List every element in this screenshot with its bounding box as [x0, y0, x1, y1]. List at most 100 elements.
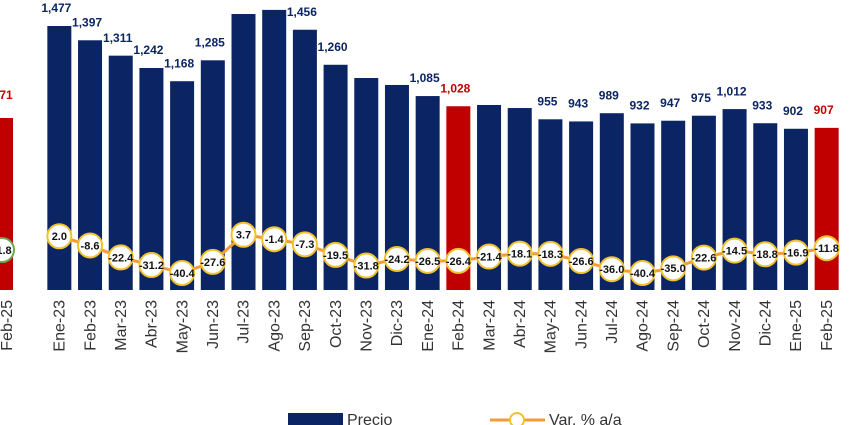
x-tick-label: Oct-24 [696, 300, 713, 348]
x-tick-label: May-24 [543, 300, 560, 353]
bar-value-label: 947 [660, 96, 680, 110]
bar-value-label: 955 [537, 94, 557, 108]
x-tick-label: Ene-24 [420, 300, 437, 352]
line-marker [752, 241, 779, 268]
line-marker [199, 248, 226, 275]
bar-value-label: 1,168 [164, 56, 194, 70]
line-value-label: -21.4 [476, 251, 502, 263]
line-marker [537, 240, 564, 267]
bar [783, 128, 808, 290]
bar-value-label: 1,260 [318, 40, 348, 54]
x-tick-label: Jul-24 [604, 300, 621, 344]
line-marker [353, 252, 380, 279]
line-value-label: -8.6 [81, 240, 100, 252]
x-tick-label: Dic-23 [389, 300, 406, 346]
line-marker [506, 240, 533, 267]
bar-value-label: 933 [752, 98, 772, 112]
line-value-label: -14.5 [722, 245, 747, 257]
bar-value-label: 1,028 [440, 81, 470, 95]
line-value-label: -7.3 [295, 239, 314, 251]
x-tick-label: Jun-23 [205, 300, 222, 349]
line-value-label: -24.2 [384, 254, 409, 266]
line-value-label: -18.1 [507, 249, 532, 261]
fragment-bar-label: 71 [0, 88, 13, 102]
line-marker [813, 235, 840, 262]
bar [170, 81, 195, 290]
line-value-label: -16.9 [783, 248, 808, 260]
bar-value-label: 1,311 [103, 31, 133, 45]
line-marker [230, 221, 257, 248]
line-value-label: -36.0 [599, 264, 624, 276]
line-marker [721, 237, 748, 264]
bar-value-label: 1,285 [195, 35, 225, 49]
line-marker [261, 226, 288, 253]
line-marker [660, 255, 687, 282]
line-marker [414, 247, 441, 274]
line-marker [629, 260, 656, 287]
x-tick-label: Mar-23 [113, 300, 130, 351]
x-tick-label: Feb-23 [82, 300, 99, 351]
line-marker [107, 244, 134, 271]
line-value-label: -1.4 [265, 234, 285, 246]
bar-value-label: 943 [568, 97, 588, 111]
x-tick-label: May-23 [174, 300, 191, 353]
x-tick-label: Feb-25 [819, 300, 836, 351]
legend-label: Var. % a/a [549, 412, 622, 425]
legend-label: Precio [347, 412, 392, 425]
bar-value-label: 1,397 [72, 15, 102, 29]
line-value-label: -31.2 [139, 260, 164, 272]
line-value-label: -40.4 [630, 268, 656, 280]
line-value-label: 3.7 [236, 230, 251, 242]
line-value-label: 2.0 [52, 231, 67, 243]
line-marker [383, 245, 410, 272]
x-tick-label: Nov-23 [358, 300, 375, 352]
line-marker [291, 231, 318, 258]
x-tick-label: Ene-23 [52, 300, 69, 352]
bar-value-label: 1,456 [287, 5, 317, 19]
line-marker [568, 248, 595, 275]
line-value-label: -27.6 [200, 257, 225, 269]
x-tick-label: Sep-24 [665, 300, 682, 352]
x-tick-label: Feb-24 [451, 300, 468, 351]
x-tick-label: Oct-23 [328, 300, 345, 348]
line-marker [322, 241, 349, 268]
bar [231, 14, 256, 290]
line-marker [169, 260, 196, 287]
x-tick-label: Nov-24 [727, 300, 744, 352]
line-value-label: -26.4 [446, 256, 472, 268]
line-value-label: -22.4 [108, 252, 134, 264]
line-marker [598, 256, 625, 283]
x-tick-label: Jul-23 [236, 300, 253, 344]
bar-value-label: 975 [691, 91, 711, 105]
line-marker [46, 223, 73, 250]
bar-value-label: 989 [599, 88, 619, 102]
x-tick-label: Abr-24 [512, 300, 529, 348]
x-tick-label: Abr-23 [144, 300, 161, 348]
bar-value-label: 1,477 [41, 1, 71, 15]
fragment-marker-label: 1.8 [0, 245, 12, 257]
fragment-bar [0, 118, 13, 290]
x-tick-label: Sep-23 [297, 300, 314, 352]
x-tick-label: Ago-23 [266, 300, 283, 352]
x-tick-label: Dic-24 [757, 300, 774, 346]
x-tick-label: Jun-24 [573, 300, 590, 349]
fragment-x-label: Feb-25 [0, 300, 16, 351]
bar-value-label: 902 [783, 104, 803, 118]
fragment-marker [0, 237, 15, 263]
bar-value-label: 1,085 [410, 71, 440, 85]
line-value-label: -40.4 [170, 268, 196, 280]
bar [47, 25, 72, 291]
line-value-label: -11.8 [814, 243, 838, 255]
bar-value-label: 907 [814, 103, 834, 117]
bar-value-label: 1,242 [133, 43, 163, 57]
x-tick-label: Mar-24 [481, 300, 498, 351]
legend-marker [509, 412, 525, 425]
line-marker [690, 244, 717, 271]
bar [814, 127, 839, 290]
line-value-label: -35.0 [661, 263, 686, 275]
legend-swatch [288, 413, 343, 425]
line-value-label: -22.6 [691, 252, 716, 264]
line-marker [445, 247, 472, 274]
line-marker [782, 239, 809, 266]
